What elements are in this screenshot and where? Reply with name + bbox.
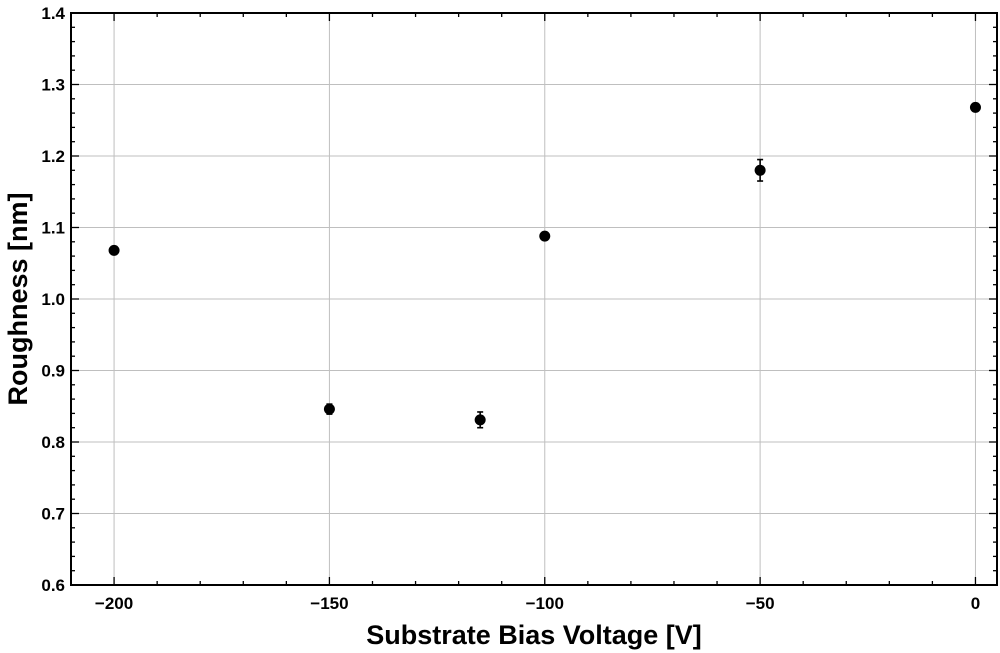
- y-tick-label: 0.8: [41, 433, 65, 452]
- y-tick-label: 1.0: [41, 290, 65, 309]
- data-point: [539, 230, 551, 242]
- x-tick-label: −100: [526, 594, 564, 613]
- x-axis-title: Substrate Bias Voltage [V]: [366, 620, 702, 650]
- plot-frame: [70, 12, 998, 586]
- data-points: [108, 101, 981, 429]
- y-tick-label: 1.2: [41, 147, 65, 166]
- data-point: [323, 403, 335, 415]
- x-tick-labels: −200 −150 −100 −50 0: [95, 594, 980, 613]
- data-point: [754, 164, 766, 176]
- y-tick-label: 0.9: [41, 362, 65, 381]
- grid: [71, 13, 997, 585]
- data-point: [474, 414, 486, 426]
- data-point: [108, 244, 120, 256]
- x-tick-label: −50: [746, 594, 775, 613]
- y-tick-labels: 0.6 0.7 0.8 0.9 1.0 1.1 1.2 1.3 1.4: [41, 4, 65, 595]
- y-tick-label: 1.1: [41, 219, 65, 238]
- y-tick-label: 1.3: [41, 76, 65, 95]
- y-tick-label: 0.6: [41, 576, 65, 595]
- x-tick-label: 0: [971, 594, 980, 613]
- x-tick-label: −200: [95, 594, 133, 613]
- y-axis-title: Roughness [nm]: [3, 193, 33, 406]
- x-tick-label: −150: [310, 594, 348, 613]
- data-point: [969, 101, 981, 113]
- y-tick-label: 1.4: [41, 4, 65, 23]
- y-tick-label: 0.7: [41, 505, 65, 524]
